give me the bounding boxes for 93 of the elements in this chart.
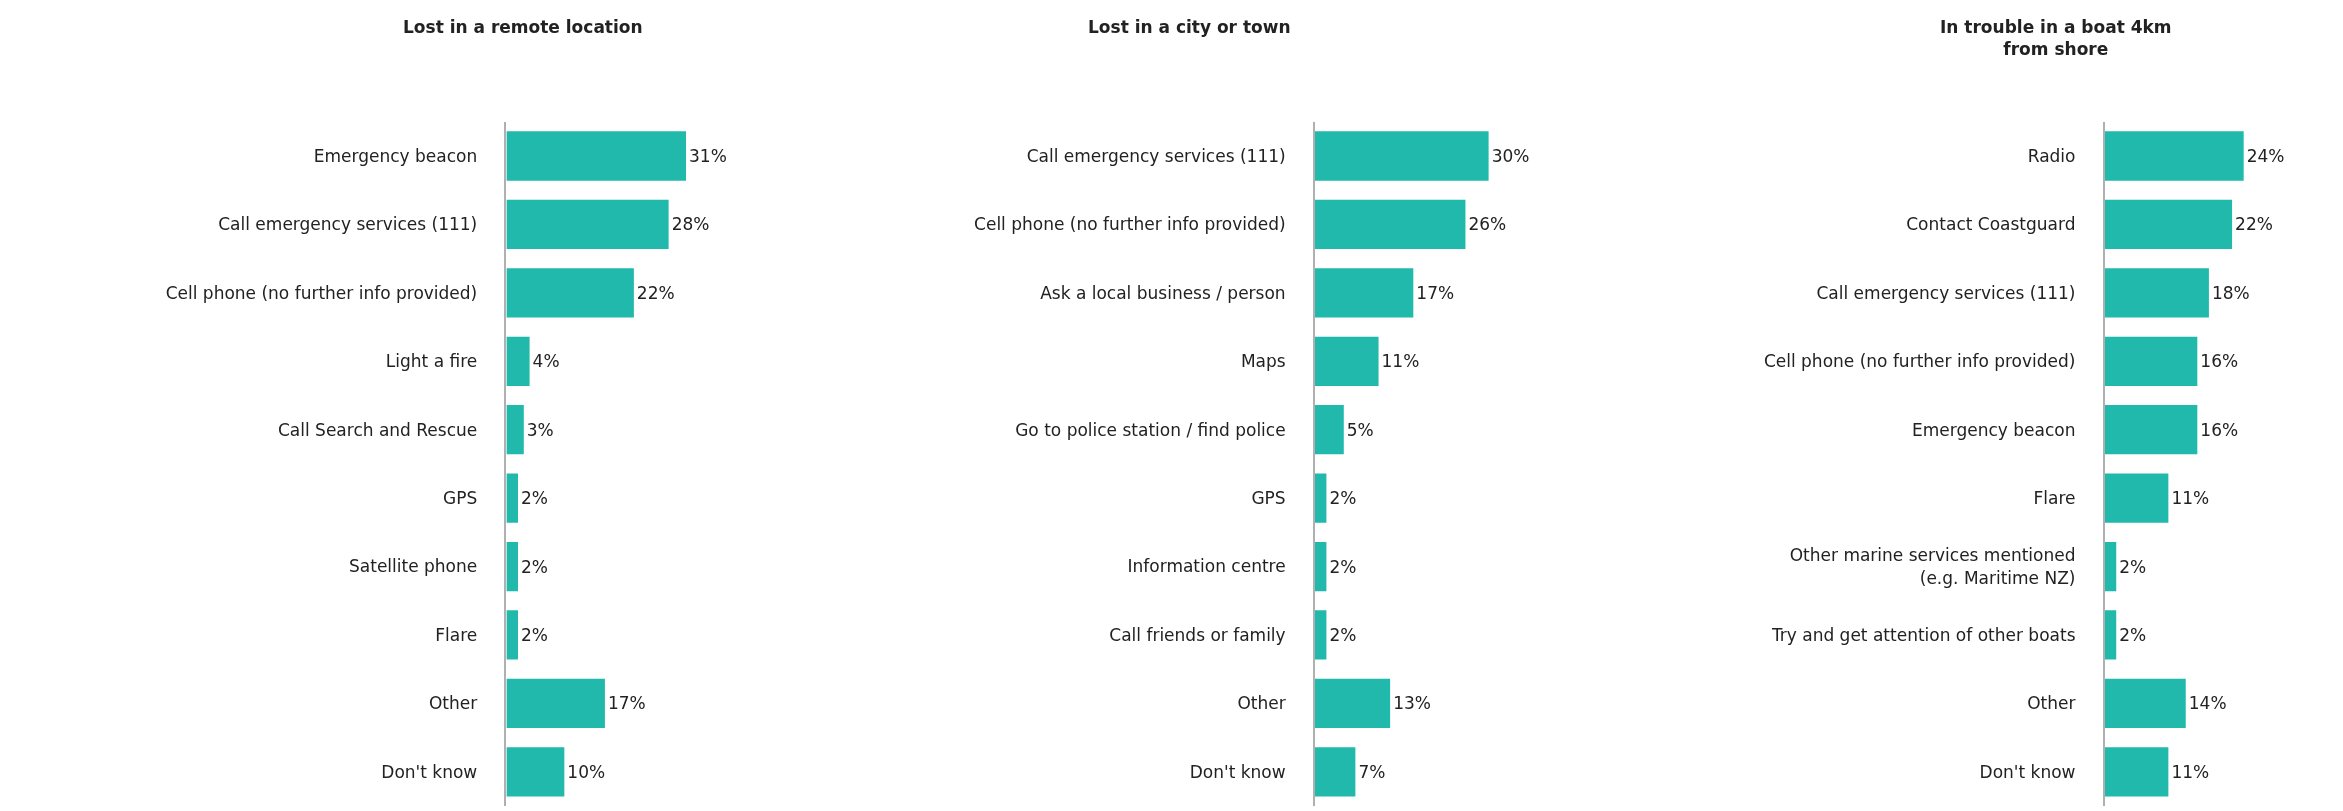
chart-title: Lost in a remote location <box>403 17 643 37</box>
y-tick-label: Try and get attention of other boats <box>1770 624 2076 645</box>
data-label: 14% <box>2188 693 2227 714</box>
data-label: 2% <box>2119 624 2147 645</box>
data-label: 31% <box>689 145 727 166</box>
data-label: 24% <box>2246 145 2285 166</box>
y-tick-label: Go to police station / find police <box>1015 419 1286 440</box>
bar <box>2104 268 2209 318</box>
bar <box>2104 405 2198 455</box>
y-tick-label: Cell phone (no further info provided) <box>1763 351 2076 372</box>
data-label: 2% <box>1329 488 1357 509</box>
data-label: 17% <box>607 693 646 714</box>
bar <box>1314 610 1327 660</box>
bar <box>506 610 518 660</box>
bar <box>506 541 518 592</box>
y-tick-label: Other <box>1237 693 1286 714</box>
y-tick-label: Call emergency services (111) <box>218 214 478 235</box>
chart-title: In trouble in a boat 4km from shore <box>1940 17 2172 60</box>
y-tick-label: Other marine services mentioned (e.g. Maritime NZ) <box>1789 545 2076 588</box>
bar <box>2104 131 2244 181</box>
data-label: 11% <box>2171 761 2210 782</box>
data-label: 2% <box>521 556 548 577</box>
data-label: 13% <box>1393 693 1431 714</box>
y-tick-label: Satellite phone <box>349 556 478 577</box>
bar <box>1314 473 1327 523</box>
data-label: 5% <box>1346 419 1374 440</box>
chart-title: Lost in a city or town <box>1088 17 1291 37</box>
bar <box>1314 199 1466 250</box>
bar <box>2104 541 2117 592</box>
y-tick-label: Contact Coastguard <box>1906 214 2076 235</box>
data-label: 26% <box>1468 214 1507 235</box>
y-tick-label: Call Search and Rescue <box>277 419 478 440</box>
y-tick-label: Radio <box>2027 145 2076 166</box>
bar <box>2104 678 2186 728</box>
y-tick-label: Don't know <box>381 761 478 782</box>
data-label: 2% <box>521 624 548 645</box>
data-label: 22% <box>2235 214 2273 235</box>
data-label: 2% <box>1329 624 1357 645</box>
data-label: 7% <box>1358 761 1386 782</box>
bar <box>2104 199 2233 250</box>
y-tick-label: Emergency beacon <box>1912 419 2076 440</box>
y-tick-label: Flare <box>435 624 478 645</box>
bar <box>1314 541 1327 592</box>
data-label: 11% <box>1381 351 1420 372</box>
bar <box>1314 678 1391 728</box>
y-tick-label: Flare <box>2033 488 2076 509</box>
bar <box>2104 473 2169 523</box>
data-label: 2% <box>521 488 548 509</box>
y-tick-label: Call emergency services (111) <box>1026 145 1286 166</box>
data-label: 3% <box>526 419 554 440</box>
y-tick-label: Call emergency services (111) <box>1816 282 2076 303</box>
y-tick-label: Cell phone (no further info provided) <box>974 214 1286 235</box>
y-tick-label: GPS <box>443 488 478 509</box>
data-label: 11% <box>2171 488 2210 509</box>
bar <box>1314 131 1489 181</box>
bar <box>1314 405 1344 455</box>
data-label: 4% <box>532 351 560 372</box>
bar <box>506 747 565 797</box>
y-tick-label: Ask a local business / person <box>1040 282 1286 303</box>
bar <box>506 336 530 386</box>
bar <box>1314 268 1414 318</box>
bar <box>1314 336 1379 386</box>
data-label: 30% <box>1491 145 1530 166</box>
bar <box>2104 747 2169 797</box>
data-label: 2% <box>1329 556 1357 577</box>
bar <box>506 199 669 250</box>
y-tick-label: Cell phone (no further info provided) <box>165 282 478 303</box>
y-tick-label: Other <box>428 693 478 714</box>
bar <box>506 268 634 318</box>
y-tick-label: Don't know <box>1979 761 2076 782</box>
bar <box>506 131 686 181</box>
data-label: 10% <box>567 761 606 782</box>
bar <box>506 678 605 728</box>
data-label: 16% <box>2200 419 2239 440</box>
bar <box>1314 747 1356 797</box>
bar <box>506 405 524 455</box>
y-tick-label: Other <box>2027 693 2076 714</box>
y-tick-label: Emergency beacon <box>313 145 478 166</box>
data-label: 2% <box>2119 556 2147 577</box>
bar <box>2104 336 2198 386</box>
data-label: 28% <box>671 214 710 235</box>
bar <box>2104 610 2117 660</box>
bar <box>506 473 518 523</box>
y-tick-label: Light a fire <box>385 351 478 372</box>
y-tick-label: Don't know <box>1189 761 1286 782</box>
y-tick-label: Call friends or family <box>1109 624 1286 645</box>
data-label: 16% <box>2200 351 2239 372</box>
data-label: 17% <box>1416 282 1455 303</box>
y-tick-label: Information centre <box>1127 556 1286 577</box>
y-tick-label: GPS <box>1251 488 1286 509</box>
data-label: 18% <box>2211 282 2250 303</box>
data-label: 22% <box>636 282 675 303</box>
y-tick-label: Maps <box>1240 351 1286 372</box>
